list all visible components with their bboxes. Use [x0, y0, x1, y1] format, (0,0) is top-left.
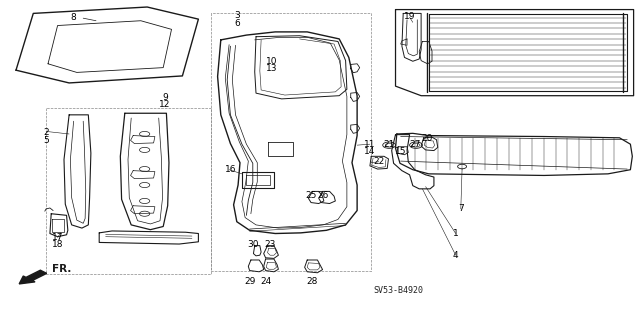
Text: 22: 22 — [373, 157, 385, 166]
Text: 29: 29 — [244, 277, 255, 286]
Text: 1: 1 — [453, 229, 458, 238]
Text: 2: 2 — [44, 128, 49, 137]
Text: 28: 28 — [307, 277, 318, 286]
Text: 21: 21 — [383, 140, 395, 149]
Text: 12: 12 — [159, 100, 171, 109]
FancyArrow shape — [19, 270, 47, 284]
Text: SV53-B4920: SV53-B4920 — [373, 286, 423, 295]
Text: FR.: FR. — [52, 263, 72, 274]
Text: 10: 10 — [266, 57, 278, 66]
Text: 13: 13 — [266, 64, 278, 73]
Text: 3: 3 — [234, 11, 239, 20]
Text: 18: 18 — [52, 241, 63, 249]
Text: 16: 16 — [225, 165, 236, 174]
Text: 23: 23 — [264, 241, 276, 249]
Text: 5: 5 — [44, 136, 49, 145]
Text: 19: 19 — [404, 12, 415, 21]
Text: 9: 9 — [163, 93, 168, 102]
Text: 25: 25 — [305, 191, 317, 200]
Text: 26: 26 — [317, 191, 328, 200]
Text: 11: 11 — [364, 140, 376, 149]
Text: 15: 15 — [395, 147, 406, 156]
Text: 30: 30 — [247, 241, 259, 249]
Text: 8: 8 — [71, 13, 76, 22]
Text: 14: 14 — [364, 147, 376, 156]
Text: 4: 4 — [453, 251, 458, 260]
Text: 24: 24 — [260, 277, 271, 286]
Text: 17: 17 — [52, 233, 63, 242]
Text: 20: 20 — [422, 134, 433, 143]
Text: 6: 6 — [234, 19, 239, 28]
Text: 27: 27 — [409, 140, 420, 149]
Text: 7: 7 — [458, 204, 463, 213]
